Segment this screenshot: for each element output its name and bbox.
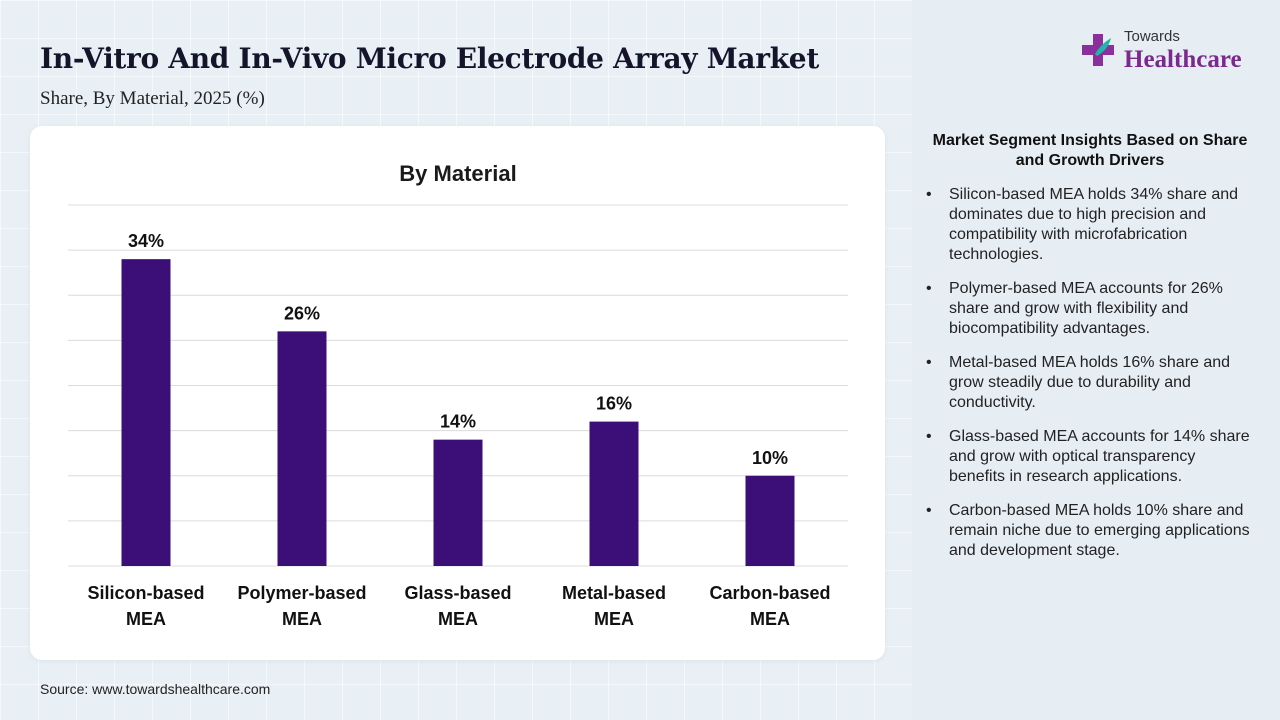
insight-item: Metal-based MEA holds 16% share and grow… [922, 353, 1252, 413]
logo: Towards Healthcare [1078, 26, 1258, 76]
page-title: In-Vitro And In-Vivo Micro Electrode Arr… [40, 42, 819, 75]
bar [121, 259, 171, 566]
category-label: Carbon-based [709, 583, 830, 603]
logo-big-text: Healthcare [1124, 46, 1242, 73]
bar [277, 331, 327, 566]
category-label: MEA [282, 609, 322, 629]
source-note: Source: www.towardshealthcare.com [40, 681, 271, 697]
category-label: MEA [750, 609, 790, 629]
chart-title: By Material [399, 161, 516, 186]
bar-value-label: 14% [440, 412, 476, 432]
insight-item: Silicon-based MEA holds 34% share and do… [922, 185, 1252, 265]
chart-card: By Material 34% 26% 14% 16% 10% Silicon-base… [30, 126, 885, 660]
bar [433, 439, 483, 566]
insight-item: Glass-based MEA accounts for 14% share a… [922, 427, 1252, 487]
category-label: Metal-based [562, 583, 666, 603]
category-label: Polymer-based [237, 583, 366, 603]
category-label: MEA [438, 609, 478, 629]
bar-chart: By Material 34% 26% 14% 16% 10% Silicon-base… [68, 161, 848, 629]
category-label: MEA [126, 609, 166, 629]
bar [589, 421, 639, 566]
bar-value-label: 10% [752, 448, 788, 468]
bar [745, 475, 795, 566]
insights-heading: Market Segment Insights Based on Share a… [932, 132, 1248, 169]
bar-value-label: 16% [596, 394, 632, 414]
page-subtitle: Share, By Material, 2025 (%) [40, 88, 265, 109]
bar-value-label: 26% [284, 303, 320, 323]
insight-item: Carbon-based MEA holds 10% share and rem… [922, 501, 1252, 561]
category-label: MEA [594, 609, 634, 629]
insights-list: Silicon-based MEA holds 34% share and do… [922, 185, 1252, 561]
insight-item: Polymer-based MEA accounts for 26% share… [922, 279, 1252, 339]
bar-value-label: 34% [128, 231, 164, 251]
logo-small-text: Towards [1124, 28, 1180, 45]
insights-panel: Market Segment Insights Based on Share a… [922, 131, 1252, 575]
category-label: Silicon-based [87, 583, 204, 603]
medical-cross-icon [1082, 34, 1114, 66]
category-label: Glass-based [404, 583, 511, 603]
